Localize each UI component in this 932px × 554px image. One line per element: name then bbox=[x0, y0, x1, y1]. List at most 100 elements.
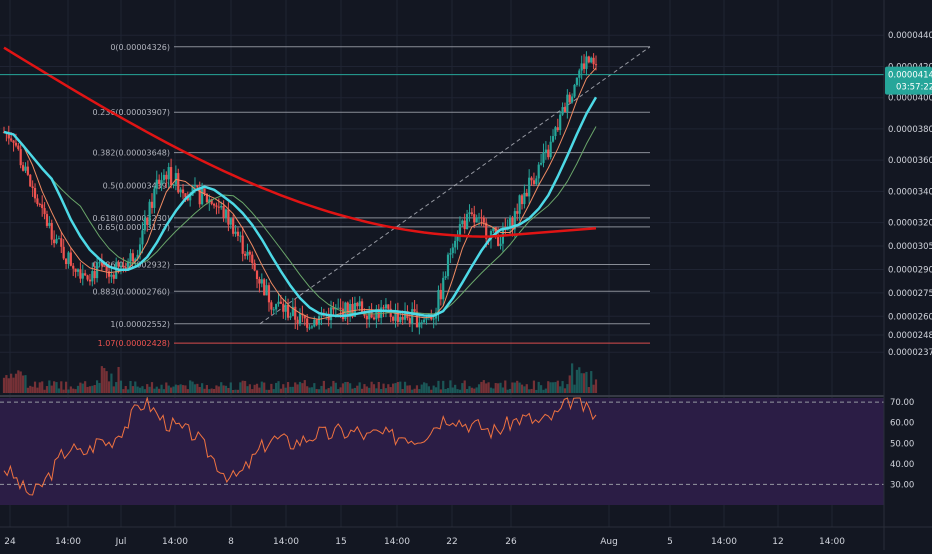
volume-bar bbox=[487, 382, 490, 393]
volume-bar bbox=[33, 381, 37, 393]
candle-body bbox=[446, 254, 450, 277]
candle-body bbox=[184, 193, 187, 198]
time-axis-label: 14:00 bbox=[384, 537, 410, 547]
ma-fast-line bbox=[3, 67, 597, 320]
candle-body bbox=[31, 186, 34, 188]
candle-body bbox=[482, 217, 485, 223]
volume-bar bbox=[399, 381, 402, 393]
volume-bar bbox=[344, 382, 347, 393]
volume-bar bbox=[291, 386, 294, 393]
volume-bar bbox=[153, 388, 156, 393]
volume-bar bbox=[303, 380, 306, 393]
volume-bar bbox=[294, 382, 297, 393]
candle-body bbox=[346, 302, 349, 317]
volume-bar bbox=[313, 383, 316, 393]
volume-bar bbox=[337, 389, 340, 393]
candle-body bbox=[380, 307, 383, 318]
fib-level-label: 0.5(0.00003439) bbox=[103, 181, 170, 190]
volume-bar bbox=[413, 388, 416, 393]
volume-bar bbox=[468, 386, 471, 393]
candle-body bbox=[29, 174, 32, 187]
candle-body bbox=[349, 303, 352, 317]
candle-body bbox=[160, 180, 163, 184]
candle-body bbox=[79, 269, 82, 279]
volume-bar bbox=[72, 388, 75, 393]
volume-bar bbox=[81, 383, 84, 393]
volume-bar bbox=[425, 383, 428, 393]
volume-bar bbox=[2, 377, 6, 393]
volume-bar bbox=[375, 388, 378, 393]
volume-bar bbox=[370, 381, 373, 393]
candle-body bbox=[477, 217, 481, 219]
candle-body bbox=[189, 195, 192, 201]
candle-body bbox=[451, 247, 454, 254]
rsi-axis[interactable]: 70.00 60.00 50.00 40.00 30.00 bbox=[890, 398, 914, 490]
volume-bar bbox=[165, 382, 168, 393]
rsi-axis-label: 70.00 bbox=[890, 398, 914, 408]
candle-body bbox=[492, 227, 495, 231]
candle-body bbox=[582, 63, 586, 69]
volume-bar bbox=[67, 389, 70, 393]
volume-bar bbox=[477, 384, 481, 393]
candle-body bbox=[212, 203, 216, 206]
volume-bar bbox=[475, 387, 478, 393]
time-axis-label: 8 bbox=[228, 537, 234, 547]
volume-bar bbox=[21, 375, 25, 393]
candle-body bbox=[246, 251, 249, 256]
volume-bar bbox=[580, 373, 583, 393]
candle-body bbox=[408, 318, 411, 324]
candle-body bbox=[232, 218, 235, 234]
volume-bar bbox=[124, 385, 127, 393]
candle-body bbox=[432, 318, 435, 320]
candle-body bbox=[329, 307, 333, 321]
volume-bar bbox=[298, 381, 302, 393]
volume-bar bbox=[485, 383, 488, 393]
candle-body bbox=[57, 238, 61, 240]
volume-bar bbox=[449, 380, 452, 393]
candle-body bbox=[513, 211, 516, 230]
candle-body bbox=[69, 252, 72, 266]
volume-bar bbox=[105, 371, 108, 393]
candle-body bbox=[585, 56, 588, 69]
candle-body bbox=[442, 277, 445, 300]
volume-bar bbox=[160, 384, 163, 393]
volume-bar bbox=[506, 389, 509, 393]
candle-body bbox=[449, 253, 452, 255]
volume-bar bbox=[277, 381, 280, 393]
candle-body bbox=[554, 127, 557, 137]
candle-body bbox=[53, 239, 56, 244]
candle-body bbox=[267, 285, 271, 303]
time-axis[interactable]: 24 14:00 Jul 14:00 8 14:00 15 14:00 22 26 Aug 5 14:0… bbox=[4, 537, 845, 547]
candle-body bbox=[263, 279, 266, 296]
candle-body bbox=[587, 56, 590, 63]
candle-body bbox=[236, 231, 240, 236]
candle-body bbox=[528, 177, 531, 197]
volume-bar bbox=[48, 380, 51, 393]
volume-bar bbox=[38, 382, 41, 393]
volume-bar bbox=[461, 383, 464, 393]
candle-body bbox=[289, 316, 292, 318]
volume-bar bbox=[255, 383, 259, 393]
volume-bar bbox=[98, 382, 101, 393]
volume-bar bbox=[351, 388, 354, 393]
time-axis-label: 5 bbox=[667, 537, 673, 547]
candle-body bbox=[43, 208, 46, 215]
volume-bar bbox=[306, 386, 309, 393]
candle-body bbox=[370, 312, 373, 318]
volume-bar bbox=[360, 388, 364, 393]
volume-bar bbox=[463, 380, 466, 393]
volume-bars bbox=[2, 363, 598, 393]
volume-bar bbox=[131, 386, 135, 393]
volume-bar bbox=[179, 384, 182, 393]
volume-bar bbox=[129, 380, 132, 393]
volume-bar bbox=[535, 389, 538, 393]
volume-bar bbox=[458, 389, 462, 393]
volume-bar bbox=[117, 366, 120, 393]
volume-bar bbox=[93, 385, 96, 393]
volume-bar bbox=[341, 383, 345, 393]
candle-body bbox=[406, 311, 409, 319]
volume-bar bbox=[530, 388, 533, 393]
price-axis-label: 0.00002370 bbox=[888, 348, 932, 358]
